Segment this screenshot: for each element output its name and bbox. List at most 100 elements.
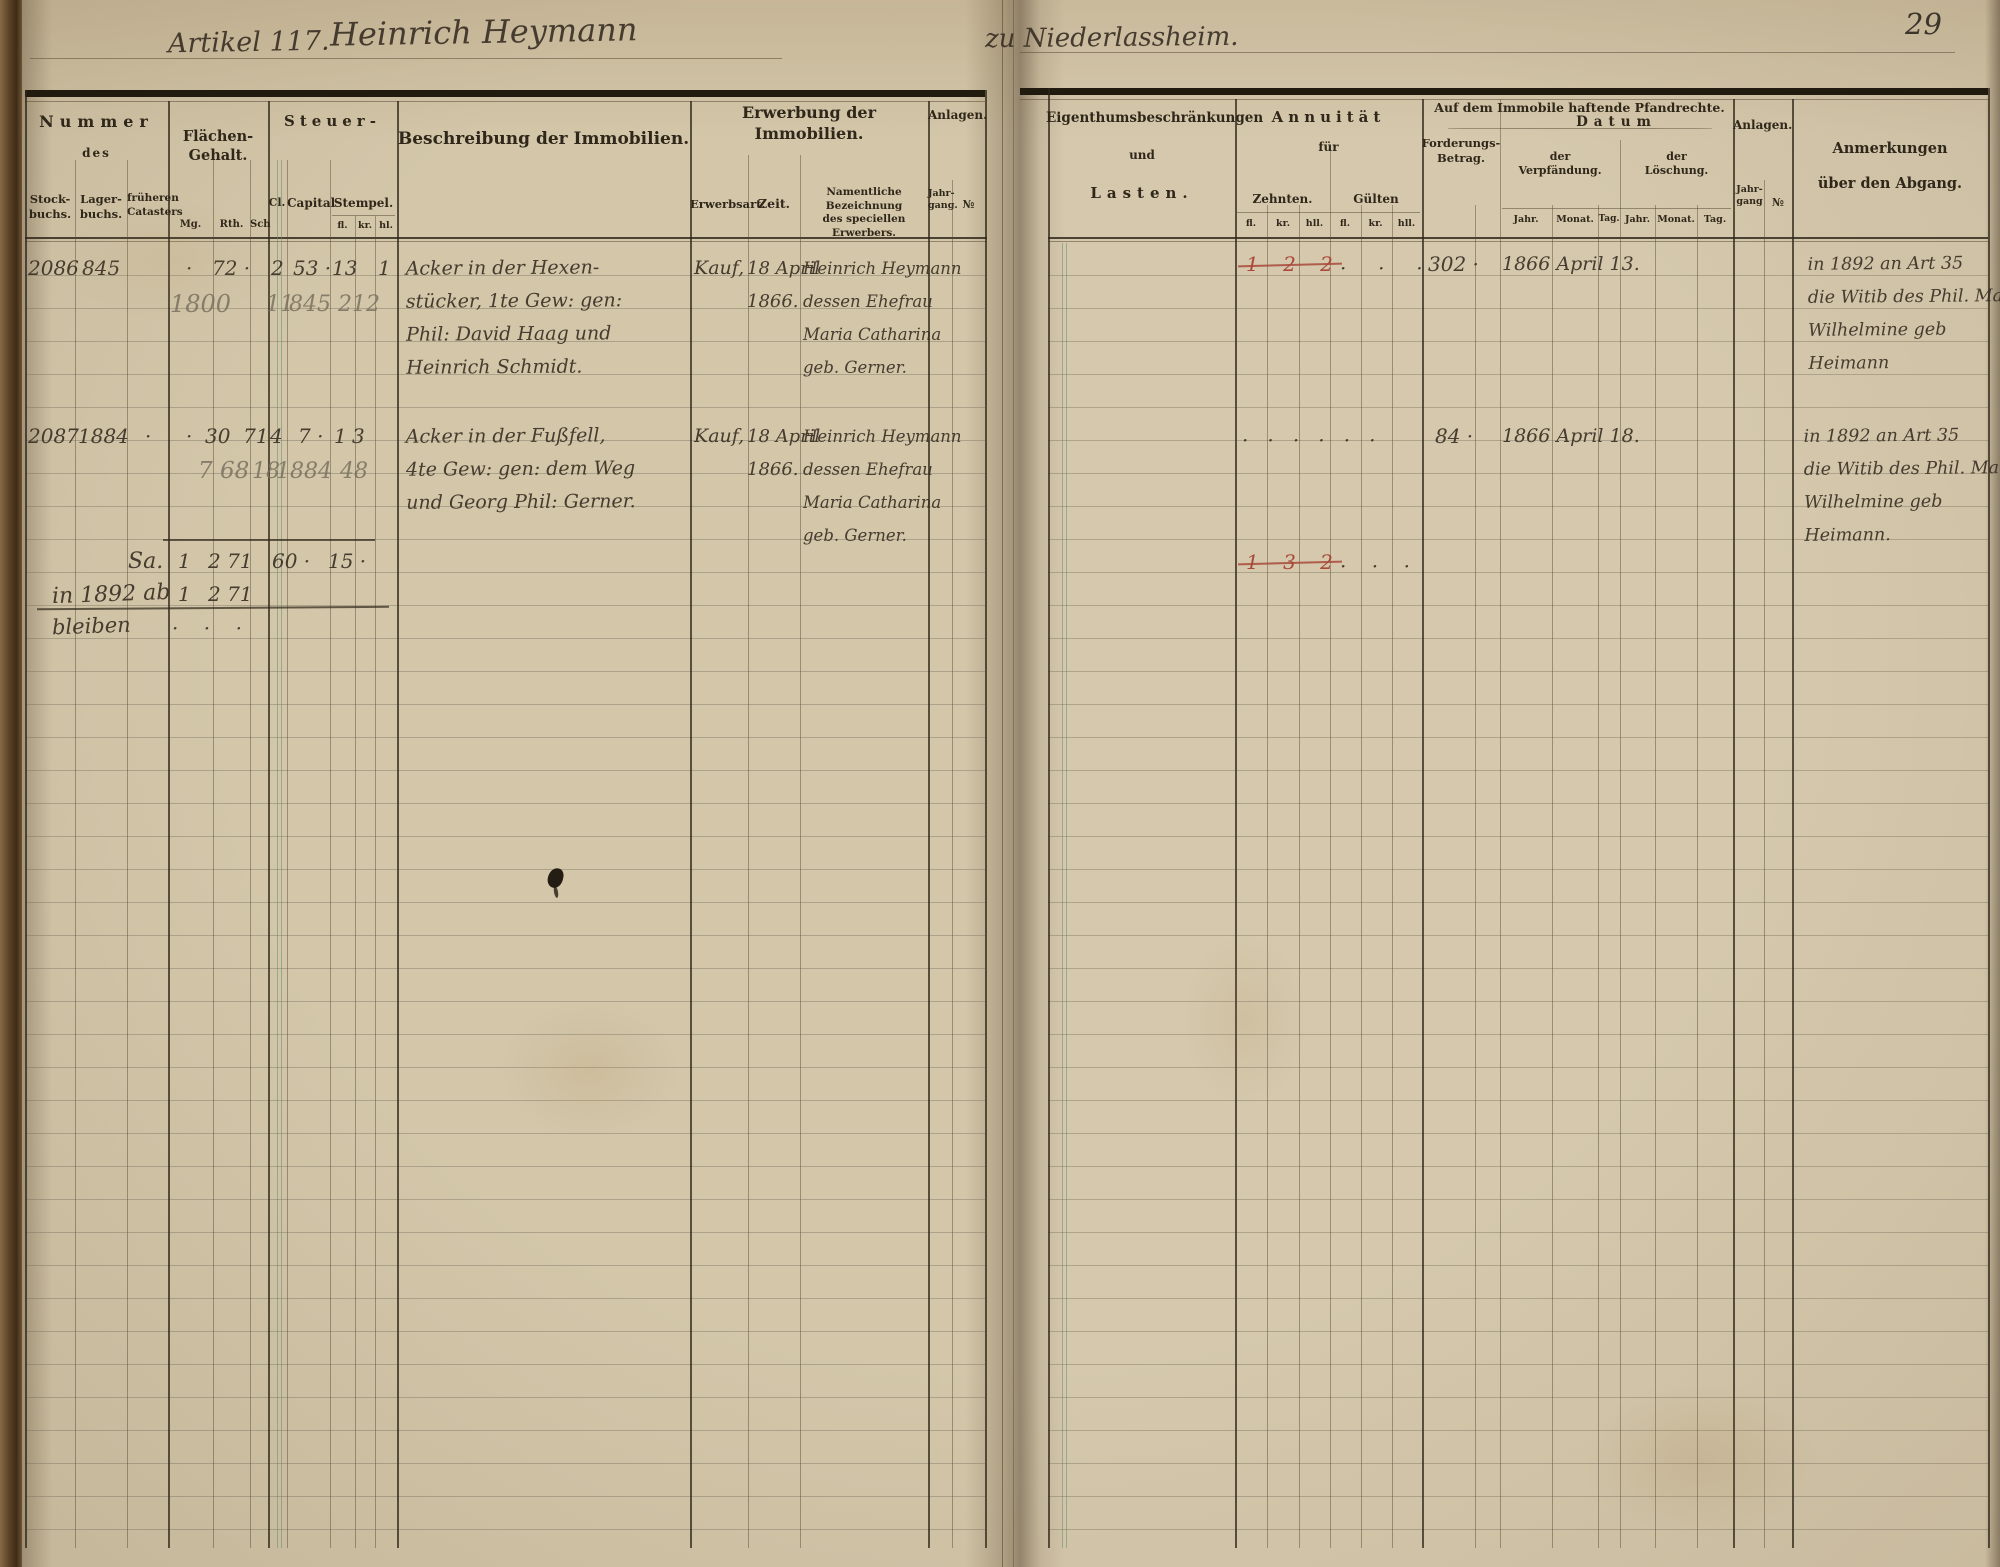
column-line: [1500, 99, 1501, 1548]
row-beschreibung: Acker in der Fußfell, 4te Gew: gen: dem …: [405, 424, 636, 514]
summary-ab-mg: 1: [178, 582, 191, 606]
header-unit-jahr: Jahr.: [1513, 214, 1539, 225]
column-line: [1267, 205, 1268, 1548]
column-line: [1299, 205, 1300, 1548]
header-steuer: Steuer-: [284, 112, 381, 130]
column-line: [1792, 99, 1794, 1548]
column-line: [1392, 205, 1393, 1548]
header-nr-left: №: [962, 198, 975, 211]
row-pencil-flaechen: 1800: [170, 290, 232, 318]
header-lagerbuchs: Lager- buchs.: [79, 192, 123, 221]
gutter-page-edge: [1013, 0, 1014, 1567]
column-line: [127, 160, 128, 1548]
row-stockbuchs: 2086: [28, 256, 79, 280]
row-verpfaendung-datum: 1866 April 13.: [1502, 253, 1640, 275]
row-cl: 2: [271, 256, 284, 280]
header-anlagen-right: Anlagen.: [1733, 118, 1793, 132]
column-line: [748, 155, 749, 1548]
header-beschreibung: Beschreibung der Immobilien.: [397, 129, 690, 149]
page-number: 29: [1905, 7, 1942, 41]
summary-bleiben-dots: · · ·: [172, 616, 242, 640]
left-table-top-hairline: [25, 101, 985, 102]
header-forderung: Forderungs- Betrag.: [1421, 136, 1501, 165]
row-pencil-flaechen: 7 68: [198, 458, 250, 484]
column-line: [1733, 99, 1735, 1548]
summary-sa-rth: 2 71: [208, 549, 253, 573]
row-beschreibung: Acker in der Hexen- stücker, 1te Gew: ge…: [405, 256, 623, 379]
header-zehnten: Zehnten.: [1252, 192, 1313, 206]
row-zehnten-dots: · · · · · ·: [1242, 428, 1376, 452]
header-jahrgang-left: Jahr- gang.: [928, 188, 958, 212]
right-table-top-hairline: [1020, 99, 1988, 100]
row-lagerbuchs: 1884: [78, 424, 129, 448]
summary-sa-mg: 1: [178, 549, 191, 573]
column-line: [985, 90, 987, 1548]
summary-ab-rth: 2 71: [208, 582, 253, 606]
header-unit-monat: Monat.: [1556, 214, 1594, 225]
column-line: [397, 101, 399, 1548]
column-line: [1361, 205, 1362, 1548]
owner-name: Heinrich Heymann: [329, 10, 638, 54]
row-verpfaendung-datum: 1866 April 18.: [1502, 425, 1640, 447]
column-line: [168, 101, 170, 1548]
row-pencil-capital: 845: [289, 292, 331, 317]
row-forderung: 84 ·: [1435, 424, 1474, 448]
row-rth: 72 ·: [212, 256, 251, 280]
row-zeit: 18 April 1866.: [747, 258, 821, 312]
green-ruling-line: [1062, 243, 1063, 1548]
left-edge-shadow: [22, 0, 52, 1567]
column-line: [1475, 205, 1476, 1548]
column-line: [355, 216, 356, 1548]
pfandrechte-underbrace: [1448, 128, 1712, 129]
header-lasten: Lasten.: [1090, 184, 1194, 202]
title-rule-right: [1020, 52, 1955, 53]
column-line: [75, 160, 76, 1548]
ruled-lines-left: [25, 243, 985, 1548]
row-catasters-dot: ·: [145, 424, 152, 448]
stempel-units-line: [332, 215, 395, 216]
row-erwerbsart: Kauf,: [694, 257, 745, 279]
column-line: [330, 160, 331, 1548]
row-stempel-kr: 3: [352, 424, 365, 448]
row-mg: ·: [186, 424, 193, 448]
column-line: [928, 101, 930, 1548]
column-line: [1620, 140, 1621, 1548]
green-ruling-line: [277, 160, 278, 1548]
binding-strip: [0, 0, 22, 1567]
row-rth: 30 71: [205, 424, 269, 448]
column-line: [690, 101, 692, 1548]
right-table-top-bar: [1020, 88, 1988, 95]
row-capital: 53 ·: [293, 256, 332, 280]
left-header-bottom-hairline: [25, 241, 987, 242]
summary-rule: [163, 539, 375, 541]
right-header-bottom-line: [1048, 237, 1988, 239]
header-anmerkungen: Anmerkungen über den Abgang.: [1817, 140, 1963, 192]
header-unit-tag: Tag.: [1703, 214, 1727, 225]
summary-sa-label: Sa.: [128, 549, 164, 574]
column-line: [1048, 88, 1050, 1548]
column-line: [25, 90, 27, 1548]
header-unit-hll: hll.: [1305, 218, 1324, 229]
column-line: [800, 155, 801, 1548]
column-line: [1235, 99, 1237, 1548]
datum-units-line: [1502, 208, 1731, 209]
header-nr-right: №: [1772, 196, 1784, 209]
header-stempel: Stempel.: [333, 196, 394, 210]
column-line: [1552, 205, 1553, 1548]
header-unit-sch: Sch: [250, 219, 271, 230]
header-unit-kr: kr.: [357, 220, 373, 231]
column-line: [952, 180, 953, 1548]
column-line: [1422, 99, 1424, 1548]
row-forderung: 302 ·: [1428, 252, 1479, 276]
column-line: [1598, 205, 1599, 1548]
place-name: zu Niederlassheim.: [984, 21, 1239, 55]
row-pencil-stempel: 48: [340, 459, 368, 484]
header-unit-mg: Mg.: [179, 219, 202, 230]
header-datum: Datum: [1576, 114, 1657, 130]
row-mg: ·: [186, 256, 193, 280]
header-catasters: früheren Catasters: [127, 192, 183, 218]
column-line: [1655, 205, 1656, 1548]
row-erwerbsart: Kauf,: [694, 425, 745, 447]
